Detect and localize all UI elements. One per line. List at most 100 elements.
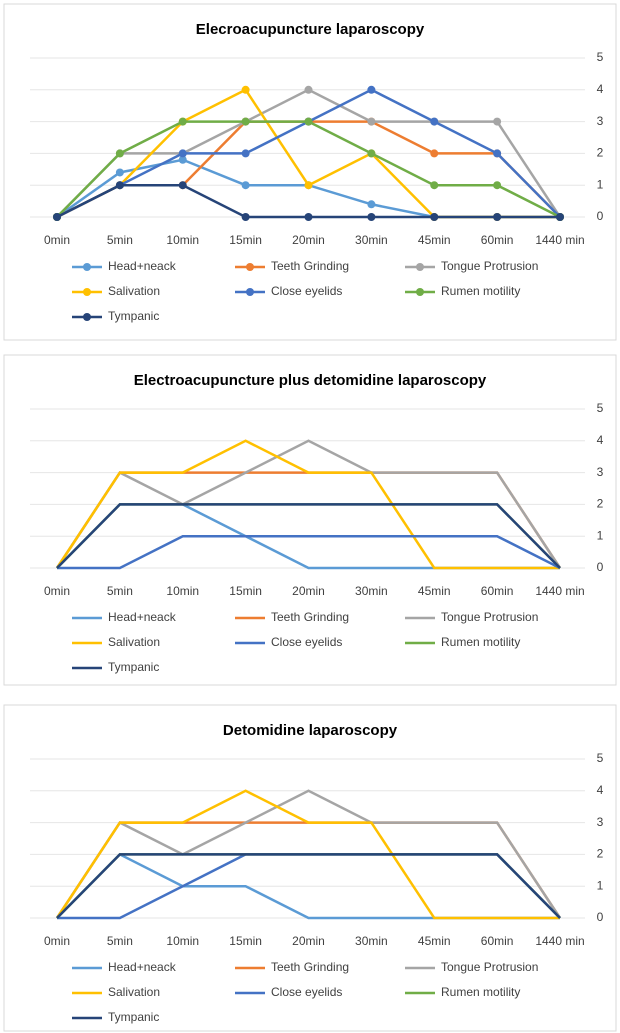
marker: [115, 181, 124, 190]
chart: Detomidine laparoscopy 0 1 2 3 4 5 0min 5min 10mi…: [3, 704, 617, 1032]
legend-label: Close eyelids: [271, 635, 342, 649]
series-line: [56, 853, 561, 919]
y-tick-label: 4: [597, 82, 604, 96]
legend-label: Rumen motility: [441, 635, 520, 649]
x-tick-label: 1440 min: [535, 934, 584, 948]
legend-label: Tympanic: [108, 309, 159, 323]
legend-label: Close eyelids: [271, 985, 342, 999]
marker: [493, 149, 502, 158]
legend-label: Salivation: [108, 635, 160, 649]
marker: [493, 213, 502, 221]
legend-label: Close eyelids: [271, 284, 342, 298]
x-tick-label: 20min: [292, 584, 325, 598]
x-tick-label: 0min: [44, 584, 70, 598]
legend-label: Rumen motility: [441, 985, 520, 999]
x-tick-label: 60min: [481, 934, 514, 948]
x-tick-label: 45min: [418, 934, 451, 948]
x-tick-label: 30min: [355, 233, 388, 247]
marker: [493, 117, 502, 126]
y-tick-label: 2: [597, 497, 604, 511]
marker: [304, 181, 313, 190]
legend-marker: [83, 263, 91, 271]
legend-label: Head+neack: [108, 610, 177, 624]
x-tick-label: 20min: [292, 934, 325, 948]
y-tick-label: 2: [597, 146, 604, 160]
x-tick-label: 0min: [44, 233, 70, 247]
series-line: [55, 789, 562, 919]
legend-label: Teeth Grinding: [271, 960, 349, 974]
marker: [304, 213, 313, 221]
x-tick-label: 45min: [418, 233, 451, 247]
y-tick-label: 2: [597, 847, 604, 861]
marker: [241, 181, 250, 190]
marker: [430, 149, 439, 158]
legend-label: Salivation: [108, 985, 160, 999]
marker: [430, 213, 439, 221]
x-tick-label: 5min: [107, 233, 133, 247]
legend-marker: [246, 263, 254, 271]
series-line: [56, 503, 561, 569]
marker: [367, 117, 376, 126]
y-tick-label: 0: [597, 910, 604, 924]
marker: [367, 149, 376, 158]
legend-label: Rumen motility: [441, 284, 520, 298]
x-tick-label: 20min: [292, 233, 325, 247]
y-tick-label: 1: [597, 528, 604, 542]
x-tick-label: 1440 min: [535, 584, 584, 598]
x-tick-label: 5min: [107, 584, 133, 598]
x-tick-label: 0min: [44, 934, 70, 948]
x-tick-label: 10min: [166, 233, 199, 247]
legend-marker: [83, 288, 91, 296]
series-line: [55, 439, 560, 570]
legend-label: Salivation: [108, 284, 160, 298]
chart-frame: [3, 704, 617, 1032]
legend-marker: [246, 288, 254, 296]
x-tick-label: 30min: [355, 934, 388, 948]
legend-label: Tongue Protrusion: [441, 259, 538, 273]
marker: [304, 85, 313, 94]
y-tick-label: 5: [597, 50, 604, 64]
marker: [178, 181, 187, 190]
x-tick-label: 15min: [229, 934, 262, 948]
y-tick-label: 3: [597, 815, 604, 829]
legend-label: Tympanic: [108, 660, 159, 674]
marker: [493, 181, 502, 190]
chart-title: Elecroacupuncture laparoscopy: [196, 21, 425, 38]
marker: [241, 213, 250, 221]
marker: [367, 85, 376, 94]
y-tick-label: 4: [597, 783, 604, 797]
legend-marker: [416, 288, 424, 296]
y-tick-label: 0: [597, 560, 604, 574]
x-tick-label: 15min: [229, 584, 262, 598]
marker: [556, 213, 564, 221]
legend-label: Teeth Grinding: [271, 610, 349, 624]
y-tick-label: 3: [597, 465, 604, 479]
marker: [241, 149, 250, 158]
y-tick-label: 4: [597, 433, 604, 447]
chart-title: Electroacupuncture plus detomidine lapar…: [134, 372, 487, 389]
marker: [241, 117, 250, 126]
y-tick-label: 5: [597, 401, 604, 415]
legend-label: Tongue Protrusion: [441, 960, 538, 974]
marker: [178, 149, 187, 158]
legend-label: Head+neack: [108, 259, 177, 273]
chart: Elecroacupuncture laparoscopy 0 1 2 3 4 5 0min 5…: [3, 3, 617, 341]
chart-title: Detomidine laparoscopy: [223, 722, 398, 739]
legend-marker: [83, 313, 91, 321]
x-tick-label: 60min: [481, 584, 514, 598]
marker: [115, 149, 124, 158]
legend-label: Tongue Protrusion: [441, 610, 538, 624]
marker: [430, 181, 439, 190]
legend-marker: [416, 263, 424, 271]
marker: [430, 117, 439, 126]
x-tick-label: 15min: [229, 233, 262, 247]
y-tick-label: 1: [597, 177, 604, 191]
x-tick-label: 30min: [355, 584, 388, 598]
legend-label: Head+neack: [108, 960, 177, 974]
series-line: [55, 789, 560, 920]
x-tick-label: 5min: [107, 934, 133, 948]
marker: [304, 117, 313, 126]
x-tick-label: 10min: [166, 584, 199, 598]
marker: [178, 155, 187, 164]
